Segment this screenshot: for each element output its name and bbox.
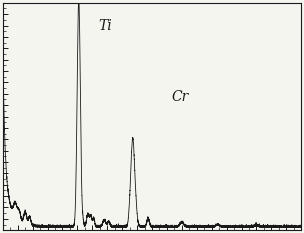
Text: Ti: Ti bbox=[98, 19, 112, 33]
Text: Cr: Cr bbox=[171, 89, 189, 104]
